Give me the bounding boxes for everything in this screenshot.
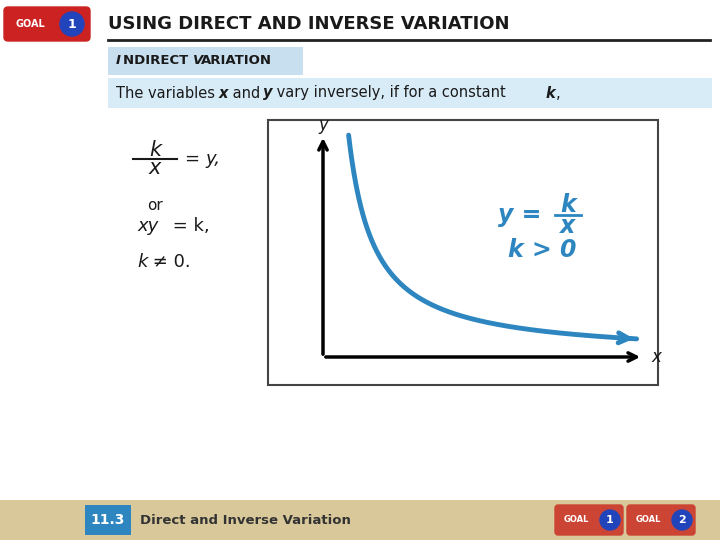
FancyBboxPatch shape <box>4 7 90 41</box>
Text: k: k <box>546 85 556 100</box>
Circle shape <box>60 12 84 36</box>
Text: or: or <box>147 198 163 213</box>
Text: ≠ 0.: ≠ 0. <box>147 253 191 271</box>
FancyBboxPatch shape <box>627 505 695 535</box>
Text: 2: 2 <box>678 515 686 525</box>
Text: vary inversely, if for a constant: vary inversely, if for a constant <box>272 85 510 100</box>
Text: Direct and Inverse Variation: Direct and Inverse Variation <box>140 514 351 526</box>
Text: k: k <box>149 140 161 160</box>
Text: k: k <box>560 193 576 217</box>
Text: I: I <box>116 55 121 68</box>
Circle shape <box>672 510 692 530</box>
Bar <box>0 0 720 50</box>
Text: y: y <box>263 85 272 100</box>
Text: USING DIRECT AND INVERSE VARIATION: USING DIRECT AND INVERSE VARIATION <box>108 15 510 33</box>
Text: and: and <box>228 85 265 100</box>
FancyBboxPatch shape <box>555 505 623 535</box>
Bar <box>0 500 720 540</box>
Text: V: V <box>193 55 203 68</box>
Text: =: = <box>185 150 206 168</box>
Text: y,: y, <box>205 150 220 168</box>
Text: x: x <box>149 158 161 178</box>
Text: k: k <box>137 253 148 271</box>
Text: k > 0: k > 0 <box>508 238 577 262</box>
Bar <box>85 505 131 535</box>
Text: x: x <box>560 214 575 238</box>
Text: xy: xy <box>137 217 158 235</box>
Text: 11.3: 11.3 <box>91 513 125 527</box>
Text: x: x <box>219 85 228 100</box>
Text: GOAL: GOAL <box>15 19 45 29</box>
Text: ARIATION: ARIATION <box>201 55 272 68</box>
Text: The variables: The variables <box>116 85 220 100</box>
Text: 1: 1 <box>68 17 76 30</box>
Text: x: x <box>651 348 661 366</box>
Bar <box>108 47 303 75</box>
Text: y =: y = <box>498 203 541 227</box>
Text: = k,: = k, <box>167 217 210 235</box>
Text: 1: 1 <box>606 515 614 525</box>
Bar <box>108 78 712 108</box>
Bar <box>268 120 658 385</box>
Text: NDIRECT: NDIRECT <box>123 55 193 68</box>
Text: GOAL: GOAL <box>635 516 661 524</box>
Circle shape <box>600 510 620 530</box>
Text: y: y <box>318 116 328 134</box>
Text: GOAL: GOAL <box>563 516 589 524</box>
Text: ,: , <box>556 85 561 100</box>
